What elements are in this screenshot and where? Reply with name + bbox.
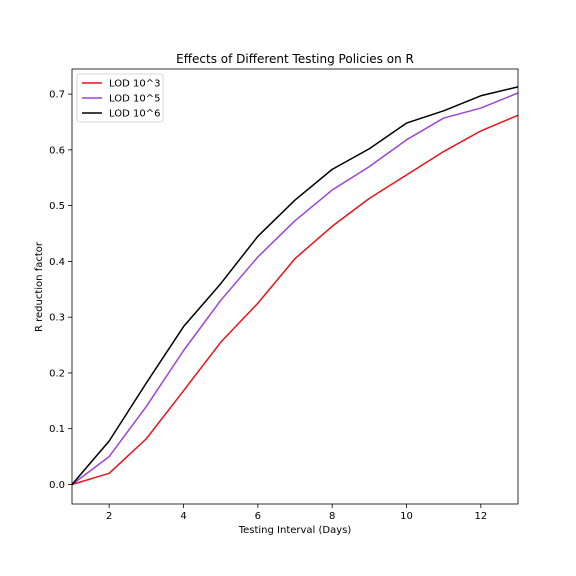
plot-area: 2 4 6 8 10 12 0.0 0.1 0.2 0.3 0.4 0.5 0.6 0.7 LOD 10^3… [49, 68, 519, 522]
series-line-3 [71, 86, 519, 485]
legend-label-3: LOD 10^6 [109, 109, 160, 120]
y-tick-label: 0.4 [49, 257, 65, 268]
legend-box [76, 73, 164, 123]
y-tick-label: 0.7 [49, 90, 65, 101]
y-tick-label: 0.3 [49, 313, 65, 324]
y-tick-label: 0.6 [49, 145, 65, 156]
x-tick-label: 6 [255, 511, 261, 522]
series-line-1 [71, 114, 519, 486]
x-tick-label: 8 [329, 511, 335, 522]
y-tick-label: 0.2 [49, 368, 65, 379]
y-tick-label: 0.0 [49, 480, 65, 491]
y-axis-label: R reduction factor [34, 241, 45, 332]
y-tick-label: 0.1 [49, 424, 65, 435]
x-tick-label: 10 [400, 511, 413, 522]
y-tick-label: 0.5 [49, 201, 65, 212]
x-tick-label: 4 [180, 511, 186, 522]
x-tick-label: 2 [106, 511, 112, 522]
legend-label-1: LOD 10^3 [109, 79, 160, 90]
series-line-2 [71, 92, 519, 486]
x-tick-label: 12 [474, 511, 487, 522]
x-axis-label: Testing Interval (Days) [238, 525, 352, 536]
legend-label-2: LOD 10^5 [109, 94, 160, 105]
chart-title: Effects of Different Testing Policies on… [176, 52, 414, 66]
plot-frame [71, 68, 519, 505]
